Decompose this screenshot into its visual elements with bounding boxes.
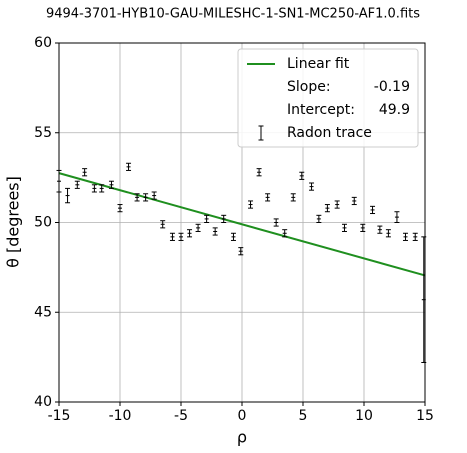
x-tick-label: -15 [48,408,71,424]
error-bar [316,214,322,223]
error-bar [412,232,418,241]
x-tick-label: -10 [109,408,132,424]
error-bar [377,225,383,234]
x-tick-label: -5 [174,408,188,424]
x-tick-label: 5 [299,408,308,424]
error-bar [385,229,391,238]
error-bar [178,232,184,241]
error-bar [402,232,408,241]
y-axis-label: θ [degrees] [4,176,23,268]
error-bar [160,220,166,229]
error-bar [169,232,175,241]
error-bar [117,204,123,213]
y-tick-label: 60 [34,35,52,51]
error-bar [151,191,157,200]
error-bar [360,223,366,232]
error-bar [195,223,201,232]
error-bar [212,227,218,236]
error-bar [248,200,254,209]
error-bar [238,247,244,256]
error-bar [99,184,105,193]
x-tick-label: 10 [355,408,373,424]
error-bar [91,184,97,193]
error-bar [256,168,262,177]
legend: Linear fit Slope: -0.19 Intercept: 49.9 Radon… [237,48,419,148]
error-bar [126,162,132,171]
error-bar [204,214,210,223]
error-bar [309,182,315,191]
error-bar [282,229,288,238]
error-bar [394,211,400,223]
error-bar [324,204,330,213]
error-bar [341,223,347,232]
error-bar [74,180,80,189]
error-bar [265,193,271,202]
y-tick-label: 40 [34,394,52,410]
x-axis-label: ρ [237,428,247,447]
error-bar [351,196,357,206]
legend-label: Radon trace [287,125,372,141]
x-tick-label: 15 [416,408,434,424]
legend-label: Slope: [287,79,331,95]
error-bar [65,187,71,204]
error-bar [370,205,376,215]
legend-label: Intercept: [287,102,355,118]
error-bar [82,168,88,177]
legend-value: 49.9 [379,102,410,118]
error-bar [221,214,227,223]
fit-line [58,172,426,277]
legend-label: Linear fit [287,56,350,72]
y-tick-label: 50 [34,215,52,231]
legend-value: -0.19 [374,79,410,95]
error-bar [134,193,140,202]
error-bar [108,180,114,189]
error-bar [187,229,193,238]
error-bar [299,171,305,180]
error-bar [230,232,236,241]
y-tick-label: 55 [34,125,52,141]
error-bar [334,200,340,209]
legend-box [237,48,419,148]
error-bar [290,193,296,202]
y-tick-label: 45 [34,304,52,320]
chart-title: 9494-3701-HYB10-GAU-MILESHC-1-SN1-MC250-… [46,7,420,22]
error-bar [143,193,149,202]
plot-frame [58,42,426,403]
x-tick-label: 0 [238,408,247,424]
error-bar [273,218,279,227]
